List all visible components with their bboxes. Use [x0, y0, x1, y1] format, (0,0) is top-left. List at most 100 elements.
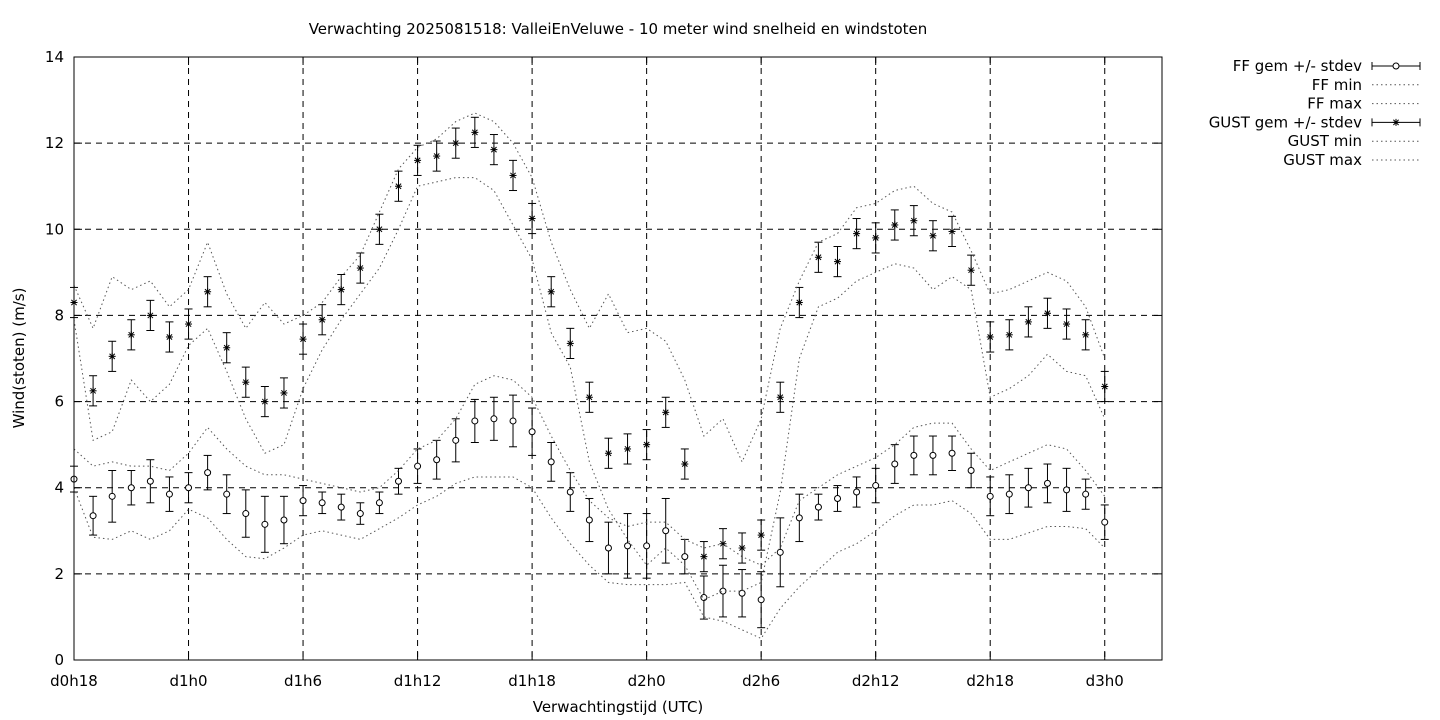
star-stroke	[395, 183, 402, 190]
data-point	[853, 230, 861, 238]
star-stroke	[147, 312, 154, 319]
data-point	[490, 415, 498, 423]
data-point	[967, 466, 975, 474]
x-tick-label: d0h18	[50, 672, 98, 690]
legend-marker	[1392, 62, 1400, 70]
data-point	[1063, 486, 1071, 494]
data-point	[356, 264, 364, 272]
data-point	[795, 299, 803, 307]
y-tick-label: 4	[54, 479, 64, 497]
data-point	[280, 516, 288, 524]
data-point	[814, 503, 822, 511]
data-point	[604, 449, 612, 457]
data-point	[1043, 309, 1051, 317]
data-point	[910, 217, 918, 225]
data-point	[185, 320, 193, 328]
data-point	[1082, 331, 1090, 339]
star-stroke	[223, 344, 230, 351]
data-point	[1024, 318, 1032, 326]
data-point	[204, 469, 212, 477]
data-point	[624, 542, 632, 550]
legend-label: FF min	[1312, 76, 1362, 94]
legend-item: GUST max	[1283, 151, 1420, 169]
data-point	[566, 339, 574, 347]
star-stroke	[739, 545, 746, 551]
star-stroke	[662, 409, 669, 416]
data-point	[910, 451, 918, 459]
star-stroke	[834, 258, 841, 265]
x-tick-label: d2h0	[628, 672, 666, 690]
x-tick-label: d1h6	[284, 672, 322, 690]
data-point	[700, 553, 708, 561]
data-point	[1043, 479, 1051, 487]
data-point	[624, 445, 632, 453]
star-stroke	[777, 394, 784, 401]
data-point	[471, 417, 479, 425]
star-stroke	[968, 267, 975, 274]
data-point	[433, 152, 441, 160]
series-3	[70, 116, 1109, 573]
star-stroke	[853, 230, 860, 237]
data-point	[165, 333, 173, 341]
data-point	[891, 460, 899, 468]
data-point	[738, 544, 746, 552]
data-point	[414, 462, 422, 470]
y-tick-label: 12	[45, 134, 64, 152]
star-stroke	[204, 288, 211, 295]
data-point	[681, 460, 689, 468]
data-point	[1005, 490, 1013, 498]
grid-lines	[73, 57, 1162, 660]
data-point	[127, 484, 135, 492]
star-stroke	[166, 333, 173, 340]
star-stroke	[1101, 383, 1108, 390]
tick-layer: 0 2 4 6 8 10 12 14 d0h18 d1h0 d1h6 d1h12 d1h18 d2h0 d2…	[45, 48, 1162, 690]
data-point	[1063, 320, 1071, 328]
data-point	[528, 428, 536, 436]
y-tick-label: 2	[54, 565, 64, 583]
star-stroke	[338, 286, 345, 293]
data-point	[375, 225, 383, 233]
data-point	[185, 484, 193, 492]
star-stroke	[796, 299, 803, 306]
data-point	[814, 253, 822, 261]
data-point	[662, 408, 670, 416]
data-point	[853, 488, 861, 496]
data-point	[108, 352, 116, 360]
data-point	[261, 398, 269, 406]
star-stroke	[949, 228, 956, 235]
data-point	[1101, 518, 1109, 526]
data-point	[509, 417, 517, 425]
data-point	[834, 494, 842, 502]
data-point	[547, 288, 555, 296]
data-point	[776, 393, 784, 401]
star-stroke	[758, 532, 765, 539]
series-0	[70, 394, 1109, 629]
y-tick-label: 0	[54, 651, 64, 669]
data-point	[223, 344, 231, 352]
legend-label: FF gem +/- stdev	[1233, 57, 1362, 75]
x-tick-label: d1h0	[169, 672, 207, 690]
star-stroke	[1025, 318, 1032, 325]
star-stroke	[700, 553, 707, 560]
y-axis-label: Wind(stoten) (m/s)	[10, 288, 28, 429]
data-point	[585, 393, 593, 401]
data-point	[1101, 382, 1109, 390]
x-axis-label: Verwachtingstijd (UTC)	[533, 698, 704, 716]
star-stroke	[681, 461, 688, 468]
data-point	[986, 492, 994, 500]
chart-title: Verwachting 2025081518: ValleiEnVeluwe -…	[309, 20, 928, 38]
data-point	[929, 232, 937, 240]
star-stroke	[300, 336, 307, 343]
star-stroke	[261, 398, 268, 405]
x-tick-label: d3h0	[1086, 672, 1124, 690]
star-stroke	[357, 265, 364, 272]
data-point	[89, 512, 97, 520]
data-point	[891, 221, 899, 229]
star-stroke	[128, 331, 135, 338]
series-1-line	[73, 476, 1106, 640]
data-point	[414, 156, 422, 164]
star-stroke	[433, 153, 440, 160]
star-stroke	[242, 379, 249, 386]
data-point	[433, 456, 441, 464]
